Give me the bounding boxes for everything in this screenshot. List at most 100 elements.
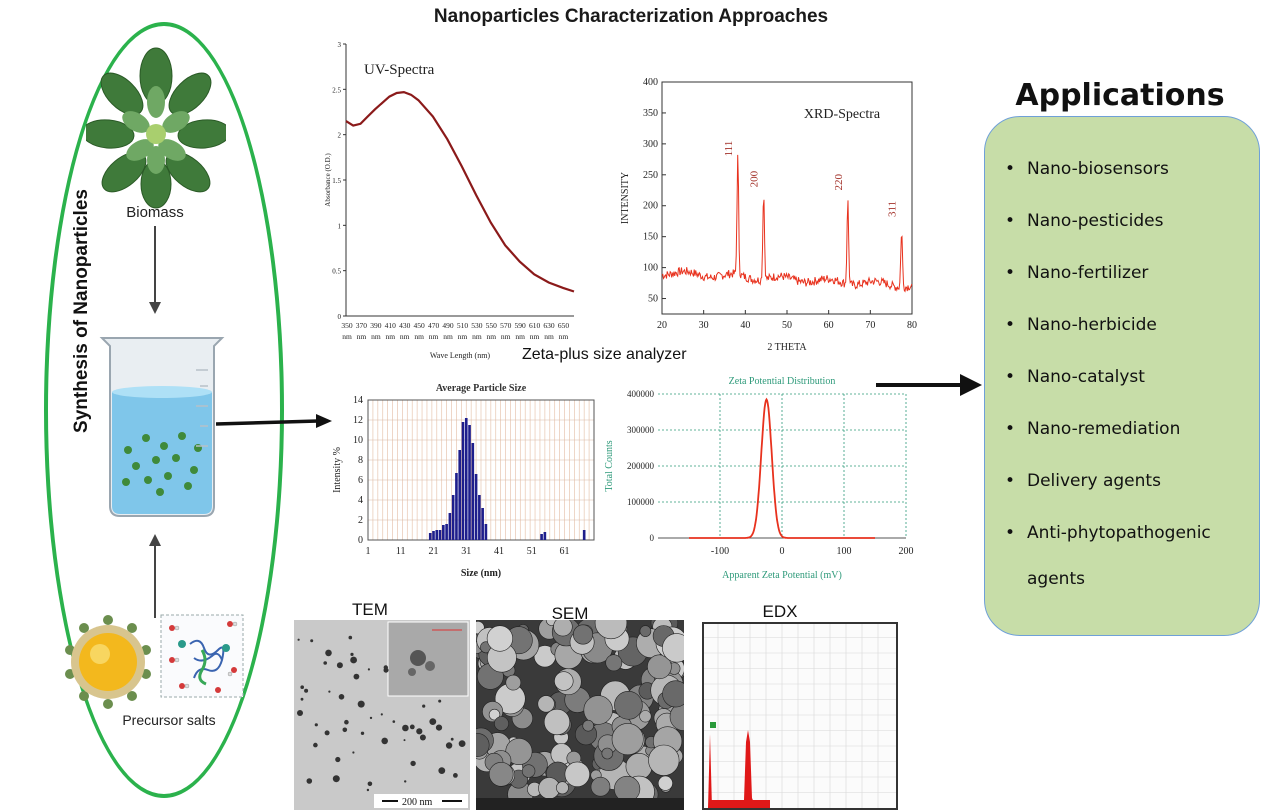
tem-particle [445, 742, 453, 749]
psize-x-label: Size (nm) [461, 568, 501, 579]
xrd-x-tick-label: 30 [699, 320, 709, 331]
psize-y-tick-label: 8 [358, 455, 363, 466]
uv-x-tick-unit: nm [414, 332, 424, 341]
xrd-y-tick-label: 150 [643, 232, 658, 243]
nanoparticle-icon [65, 615, 151, 709]
tem-particle [297, 638, 300, 641]
tem-particle [383, 665, 388, 670]
tem-particle [402, 724, 409, 732]
sem-micrograph [476, 620, 684, 810]
tem-particle [335, 756, 341, 763]
sem-grain [611, 723, 644, 756]
arrow-down-icon [149, 226, 161, 314]
sem-grain [662, 680, 684, 708]
sem-grain [647, 654, 672, 680]
tem-particle [410, 760, 416, 767]
tem-particle [381, 737, 388, 745]
applications-title: Applications [1015, 78, 1225, 113]
precursor-molecules-icon [160, 614, 244, 698]
sem-grain [590, 776, 611, 797]
uv-x-tick-unit: nm [357, 332, 367, 341]
tem-particle [367, 668, 370, 671]
xrd-x-tick-label: 80 [907, 320, 917, 331]
sem-grain [494, 716, 509, 731]
uv-x-label: Wave Length (nm) [430, 351, 491, 360]
page-title: Nanoparticles Characterization Approache… [433, 6, 829, 27]
tem-particle [350, 652, 354, 656]
xrd-peak-label: 220 [833, 173, 845, 190]
tem-particle [352, 751, 355, 754]
xrd-y-tick-label: 350 [643, 108, 658, 119]
uv-title: UV-Spectra [364, 62, 435, 78]
psize-y-tick-label: 10 [353, 435, 363, 446]
zeta-title: Zeta Potential Distribution [729, 376, 836, 387]
psize-bar [464, 418, 468, 540]
zeta-size-analyzer-label: Zeta-plus size analyzer [522, 346, 687, 363]
uv-x-tick-label: 570 [500, 321, 512, 330]
psize-bar [478, 495, 481, 540]
uv-x-tick-unit: nm [458, 332, 468, 341]
uv-y-tick-label: 1 [338, 222, 342, 230]
xrd-x-tick-label: 70 [865, 320, 875, 331]
zeta-y-tick-label: 200000 [627, 461, 655, 471]
sem-grain [543, 708, 571, 736]
uv-x-tick-label: 450 [414, 321, 426, 330]
uv-x-tick-unit: nm [429, 332, 439, 341]
tem-particle [357, 700, 365, 708]
sem-grain [521, 764, 536, 778]
tem-particle [332, 775, 340, 783]
psize-bar [481, 508, 484, 540]
uv-y-tick-label: 2 [338, 132, 342, 140]
psize-title: Average Particle Size [436, 383, 527, 394]
uv-x-tick-label: 470 [428, 321, 440, 330]
tem-particle [369, 716, 373, 720]
tem-particle [422, 704, 426, 708]
psize-bar [442, 525, 445, 540]
zeta-x-label: Apparent Zeta Potential (mV) [722, 570, 842, 581]
uv-x-tick-label: 490 [442, 321, 454, 330]
tem-particle [458, 740, 466, 747]
application-item: • Nano-remediation [1005, 419, 1181, 439]
uv-x-tick-label: 430 [399, 321, 411, 330]
sem-grain [564, 761, 591, 788]
psize-y-tick-label: 2 [358, 515, 363, 526]
psize-bar [543, 532, 547, 540]
application-item: • Nano-fertilizer [1005, 263, 1149, 283]
tem-particle [350, 656, 357, 664]
psize-bar [445, 524, 448, 540]
tem-scale-label: 200 nm [402, 797, 433, 808]
psize-bar [432, 531, 435, 540]
tem-particle [438, 699, 442, 703]
sem-grain [573, 624, 594, 645]
uv-x-tick-unit: nm [559, 332, 569, 341]
edx-label: EDX [762, 602, 798, 621]
sem-grain [648, 744, 680, 776]
uv-y-tick-label: 0 [338, 313, 342, 321]
xrd-y-tick-label: 100 [643, 263, 658, 274]
tem-particle [323, 661, 327, 665]
tem-particle [348, 635, 353, 640]
xrd-peak-label: 311 [887, 201, 899, 217]
uv-x-tick-unit: nm [342, 332, 352, 341]
tem-particle [342, 727, 348, 733]
uv-x-tick-unit: nm [530, 332, 540, 341]
tem-label: TEM [352, 600, 388, 619]
psize-x-tick-label: 51 [527, 546, 537, 557]
psize-bar [435, 530, 439, 540]
psize-y-label: Intensity % [332, 447, 343, 493]
psize-frame [367, 399, 595, 541]
psize-x-tick-label: 1 [366, 546, 371, 557]
uv-x-tick-unit: nm [544, 332, 554, 341]
psize-bar [540, 534, 543, 540]
uv-y-tick-label: 0.5 [332, 268, 341, 276]
zeta-y-tick-label: 400000 [627, 389, 655, 399]
sem-grain [537, 695, 555, 713]
psize-bar [451, 495, 455, 540]
uv-x-tick-unit: nm [400, 332, 410, 341]
zeta-y-tick-label: 300000 [627, 425, 655, 435]
sem-grain [639, 625, 652, 637]
tem-particle [435, 724, 443, 731]
uv-y-label: Absorbance (O.D.) [324, 153, 332, 207]
xrd-peak-label: 111 [723, 141, 735, 157]
tem-particle [450, 737, 454, 741]
